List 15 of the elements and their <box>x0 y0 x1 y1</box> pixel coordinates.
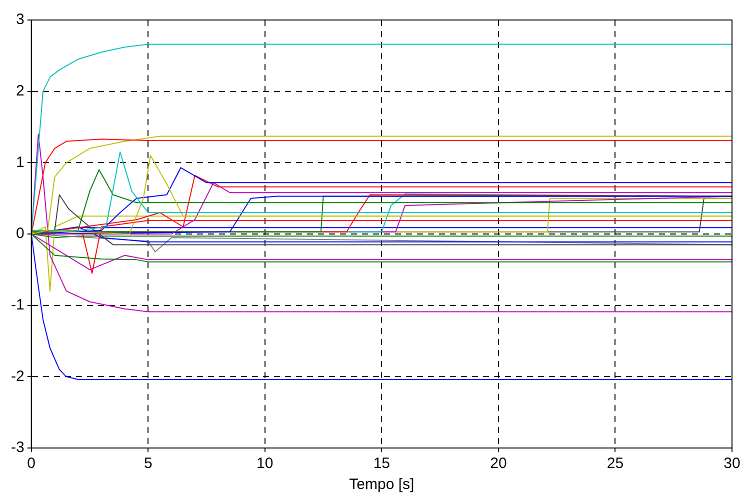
x-tick-label: 20 <box>490 455 507 472</box>
y-tick-label: -3 <box>10 439 24 456</box>
x-tick-label: 15 <box>373 455 390 472</box>
x-tick-label: 25 <box>606 455 624 472</box>
y-tick-label: -2 <box>10 368 24 385</box>
y-tick-label: 2 <box>16 82 24 100</box>
x-tick-label: 10 <box>256 455 274 472</box>
y-tick-label: 0 <box>16 225 24 242</box>
y-tick-label: 1 <box>16 154 24 171</box>
y-tick-label: -1 <box>10 296 24 314</box>
x-tick-label: 30 <box>724 455 740 472</box>
y-tick-label: 3 <box>16 11 24 28</box>
x-axis-title: Tempo [s] <box>349 476 414 494</box>
x-tick-label: 5 <box>144 455 152 472</box>
x-tick-label: 0 <box>27 455 36 472</box>
